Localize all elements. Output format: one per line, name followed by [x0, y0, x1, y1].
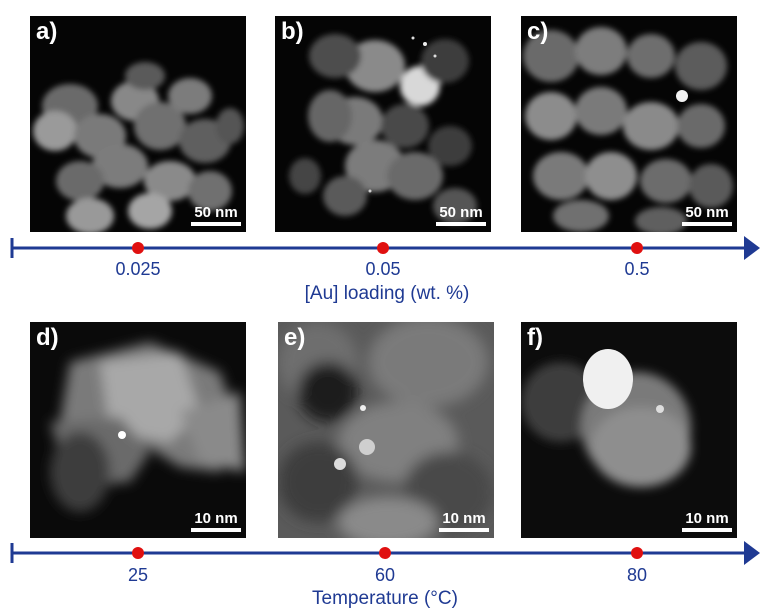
micrograph-a	[33, 62, 244, 232]
scale-bar-label: 10 nm	[442, 510, 486, 527]
axis-marker	[631, 547, 643, 559]
axis-marker	[132, 242, 144, 254]
scale-bar-label: 10 nm	[194, 510, 238, 527]
panel-label: f)	[527, 324, 543, 351]
scale-bar-line	[682, 222, 732, 226]
stem-image-e: e) 10 nm	[278, 322, 494, 538]
scale-bar-label: 50 nm	[194, 204, 238, 221]
axis-tick-label: 0.05	[365, 259, 401, 279]
axis-marker	[379, 547, 391, 559]
scale-bar-label: 50 nm	[439, 204, 483, 221]
temperature-axis	[10, 541, 760, 565]
scale-bar-line	[682, 528, 732, 532]
scale-bar: 50 nm	[682, 205, 732, 226]
axis-arrowhead	[744, 541, 760, 565]
stem-image-f: f) 10 nm	[521, 322, 737, 538]
axis-arrowhead	[744, 236, 760, 260]
loading-axis	[10, 236, 760, 260]
panel-label: d)	[36, 324, 59, 351]
scale-bar-line	[436, 222, 486, 226]
axis-marker	[377, 242, 389, 254]
stem-image-a: a) 50 nm	[30, 16, 246, 232]
panel-label: a)	[36, 18, 58, 45]
micrograph-e	[278, 322, 494, 538]
panel-label: e)	[284, 324, 306, 351]
panel-label: c)	[527, 18, 549, 45]
axis-title: Temperature (°C)	[312, 588, 458, 609]
micrograph-b	[289, 34, 477, 224]
stem-image-b: b) 50 nm	[275, 16, 491, 232]
stem-image-c: c) 50 nm	[521, 16, 737, 232]
axis-tick-label: 25	[127, 565, 149, 585]
axis-marker	[132, 547, 144, 559]
scale-bar-line	[439, 528, 489, 532]
scale-bar-line	[191, 222, 241, 226]
axis-tick-label: 0.025	[115, 259, 161, 279]
axis-tick-label: 80	[626, 565, 648, 585]
axis-title: [Au] loading (wt. %)	[304, 283, 470, 304]
scale-bar: 50 nm	[436, 205, 486, 226]
axis-tick-label: 60	[374, 565, 396, 585]
scale-bar-label: 10 nm	[685, 510, 729, 527]
scale-bar: 10 nm	[439, 511, 489, 532]
scale-bar-line	[191, 528, 241, 532]
micrograph-d	[30, 322, 246, 538]
micrograph-c	[523, 27, 733, 232]
micrograph-f	[521, 322, 737, 538]
scale-bar: 10 nm	[682, 511, 732, 532]
axis-marker	[631, 242, 643, 254]
scale-bar: 50 nm	[191, 205, 241, 226]
scale-bar-label: 50 nm	[685, 204, 729, 221]
stem-image-d: d) 10 nm	[30, 322, 246, 538]
scale-bar: 10 nm	[191, 511, 241, 532]
panel-label: b)	[281, 18, 304, 45]
axis-tick-label: 0.5	[624, 259, 650, 279]
